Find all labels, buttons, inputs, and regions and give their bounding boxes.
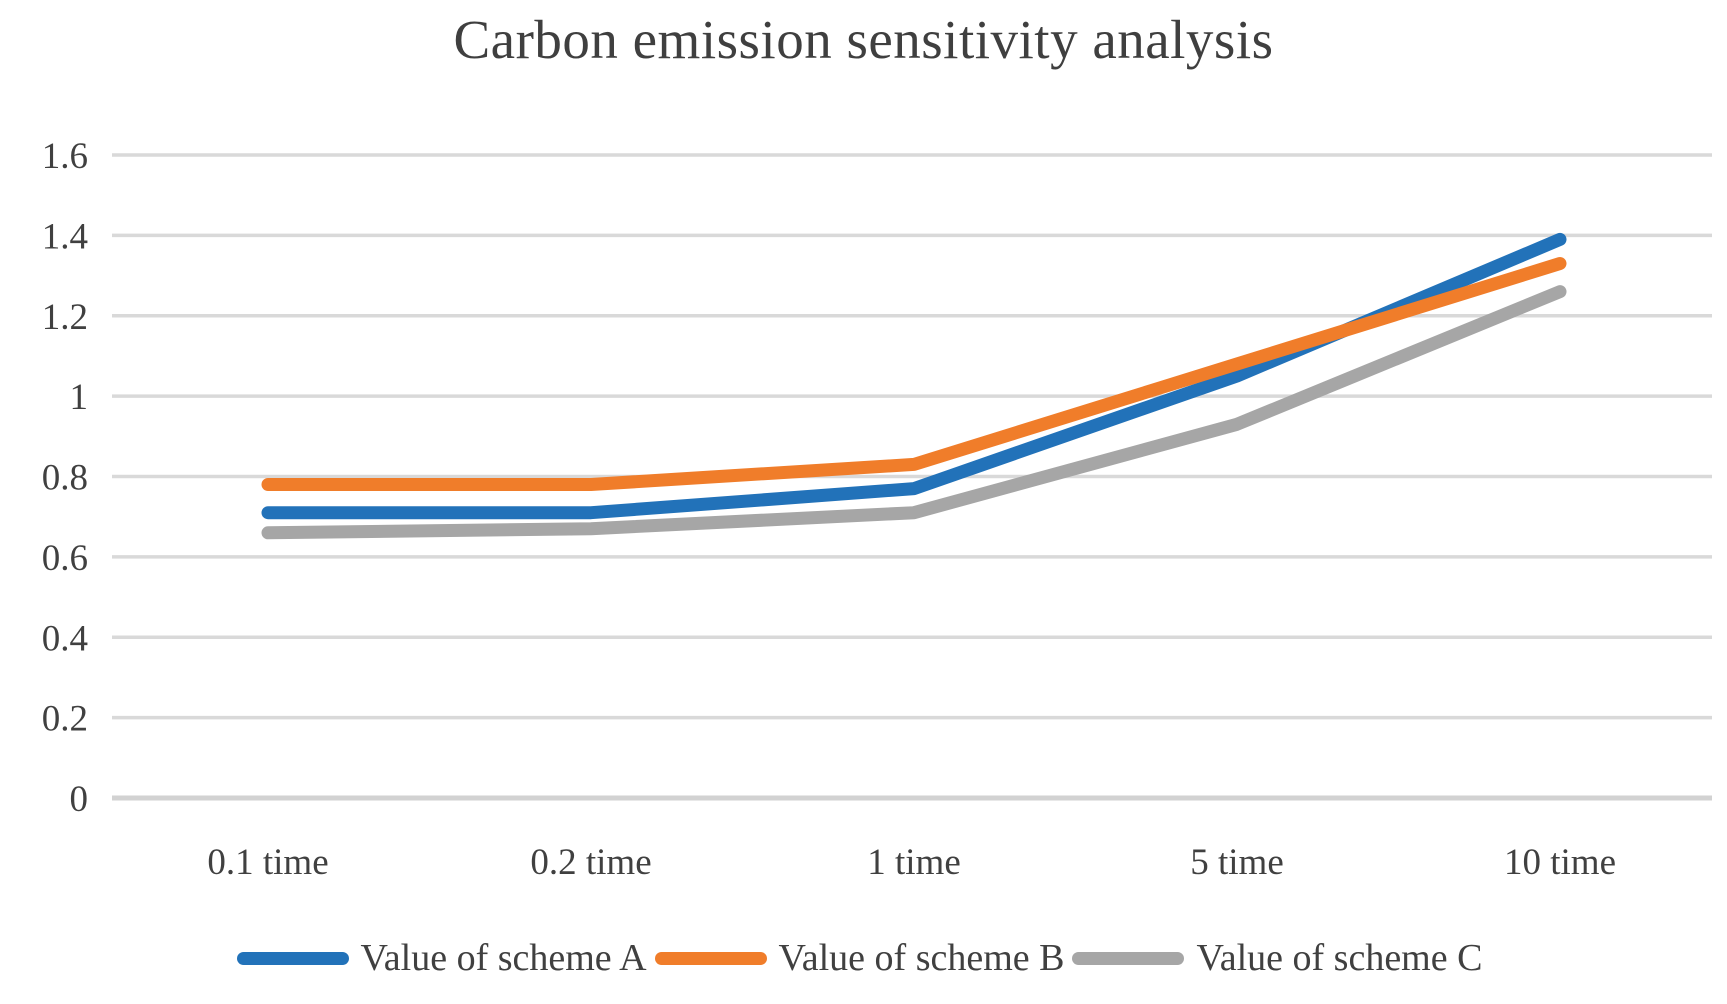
series-line-2 (261, 257, 1567, 491)
legend-swatch (1072, 951, 1185, 965)
legend-item: Value of scheme C (1072, 936, 1490, 980)
y-tick-label: 1.4 (42, 216, 88, 257)
legend-item: Value of scheme B (654, 936, 1073, 980)
legend-label: Value of scheme A (360, 937, 647, 979)
y-tick-label: 1.2 (42, 297, 88, 338)
y-tick-label: 0.8 (42, 458, 88, 499)
legend: Value of scheme A Value of scheme B Value … (0, 936, 1727, 980)
y-tick-label: 0.2 (42, 699, 88, 740)
x-axis-label: 0.1 time (207, 842, 328, 883)
y-tick-label: 0.4 (42, 618, 88, 659)
y-tick-label: 0.6 (42, 538, 88, 579)
chart-title: Carbon emission sensitivity analysis (453, 9, 1274, 70)
y-tick-label: 1.6 (42, 136, 88, 177)
legend-label: Value of scheme C (1196, 937, 1483, 979)
legend-swatch (236, 951, 349, 965)
series-line-3 (261, 285, 1567, 540)
y-tick-label: 1 (70, 377, 89, 418)
legend-swatch (654, 951, 767, 965)
x-axis-label: 10 time (1504, 842, 1616, 883)
x-axis-label: 1 time (867, 842, 961, 883)
x-axis-label: 0.2 time (530, 842, 651, 883)
legend-item: Value of scheme A (236, 936, 655, 980)
x-axis-label: 5 time (1190, 842, 1284, 883)
legend-label: Value of scheme B (778, 937, 1065, 979)
y-tick-label: 0 (70, 779, 89, 820)
